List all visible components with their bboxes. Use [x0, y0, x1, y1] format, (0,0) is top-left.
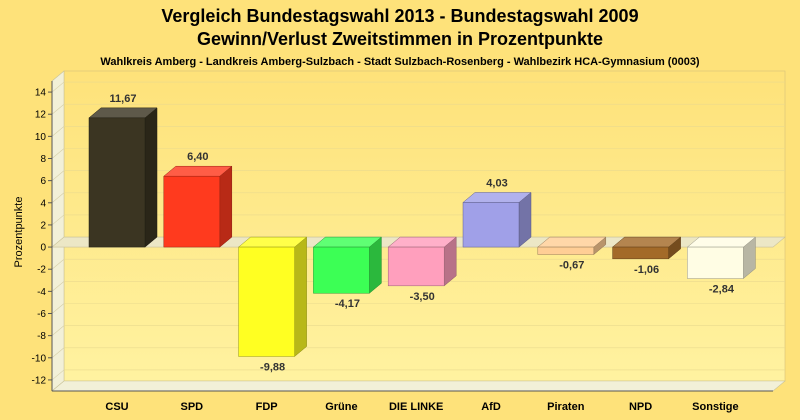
y-tick-label: -10 [32, 353, 47, 364]
gridline-side [51, 347, 65, 359]
bar [612, 246, 669, 260]
bar [88, 117, 146, 248]
chart-title-line2: Gewinn/Verlust Zweitstimmen in Prozentpu… [197, 29, 603, 49]
data-label: 6,40 [187, 151, 208, 163]
x-tick-label: Grüne [325, 401, 357, 413]
bar-csu: 11,67 [88, 93, 158, 248]
bar [163, 175, 221, 248]
bar-top [88, 107, 158, 119]
bar-top [312, 236, 383, 248]
bar-piraten: -0,67 [537, 236, 607, 271]
bar-side [294, 236, 307, 357]
gridline-side [51, 170, 65, 181]
bar-side [219, 165, 233, 248]
bar [537, 246, 595, 255]
x-axis: CSU SPD FDP Grüne DIE LINKE AfD Piraten NPD Sons… [105, 401, 738, 413]
y-tick-label: 14 [35, 88, 47, 99]
y-tick-label: 0 [40, 243, 46, 254]
bar-fdp: -9,88 [237, 236, 308, 373]
data-label: 4,03 [486, 177, 507, 189]
y-axis-label: Prozentpunkte [13, 197, 25, 268]
y-tick-label: 12 [35, 110, 47, 121]
bar-grüne: -4,17 [312, 236, 383, 310]
plot-area [51, 70, 786, 392]
bar [238, 246, 295, 357]
bar-top [237, 236, 308, 248]
bar-top [462, 192, 532, 203]
y-tick-label: -6 [37, 309, 46, 320]
y-tick-label: -8 [37, 331, 46, 342]
bar-top [611, 236, 682, 248]
data-label: 11,67 [110, 93, 137, 105]
bar-top [387, 236, 457, 248]
x-tick-label: DIE LINKE [389, 401, 443, 413]
x-tick-label: AfD [481, 401, 501, 413]
plot-side-wall [51, 70, 65, 392]
bar [462, 202, 520, 248]
data-label: -9,88 [260, 361, 285, 373]
chart-subtitle: Wahlkreis Amberg - Landkreis Amberg-Sulz… [100, 56, 700, 68]
y-tick-label: 8 [40, 154, 46, 165]
bar [687, 246, 744, 279]
plot-floor [51, 380, 786, 392]
bar [387, 246, 445, 287]
y-tick-label: -12 [32, 375, 47, 386]
gridline-side [51, 281, 65, 292]
x-tick-label: Piraten [547, 401, 585, 413]
bar [313, 246, 370, 294]
data-label: -2,84 [709, 284, 735, 296]
y-axis: 14 12 10 8 6 4 2 0 -2 -4 -6 -8 -10 -12 [32, 81, 773, 392]
data-label: -4,17 [335, 298, 360, 310]
bar-top [537, 236, 607, 248]
data-label: -3,50 [410, 291, 435, 303]
y-tick-label: 4 [40, 198, 46, 209]
gridline-side [51, 325, 65, 336]
data-label: -0,67 [559, 259, 584, 271]
gridline-side [51, 81, 65, 93]
chart-title-line1: Vergleich Bundestagswahl 2013 - Bundesta… [161, 6, 638, 26]
y-tick-label: 10 [35, 132, 47, 143]
x-tick-label: Sonstige [692, 401, 738, 413]
data-label: -1,06 [634, 264, 659, 276]
y-tick-label: -4 [37, 287, 46, 298]
gridline-side [51, 103, 65, 115]
bar-top [686, 236, 757, 248]
gridline-side [51, 126, 65, 137]
y-tick-label: 2 [40, 220, 46, 231]
y-tick-label: 6 [40, 176, 46, 187]
gridline-side [51, 192, 65, 204]
gridline-side [51, 303, 65, 314]
bar-side [144, 107, 158, 248]
x-tick-label: SPD [180, 401, 203, 413]
bar-spd: 6,40 [163, 151, 233, 248]
gridline-side [51, 369, 65, 381]
y-tick-label: -2 [37, 265, 46, 276]
bar-top [163, 165, 233, 177]
x-tick-label: FDP [256, 401, 278, 413]
bar-die-linke: -3,50 [387, 236, 457, 303]
bar-afd: 4,03 [462, 177, 532, 248]
x-tick-label: CSU [105, 401, 128, 413]
x-tick-label: NPD [629, 401, 652, 413]
bars: 11,67 6,40 -9,88 -4,17 -3,50 4,03 -0,67 -1,06 -2… [88, 93, 757, 373]
bar-sonstige: -2,84 [686, 236, 757, 296]
gridline-side [51, 214, 65, 226]
bar-npd: -1,06 [611, 236, 682, 276]
gridline-side [51, 148, 65, 159]
gridline-side [51, 258, 65, 270]
